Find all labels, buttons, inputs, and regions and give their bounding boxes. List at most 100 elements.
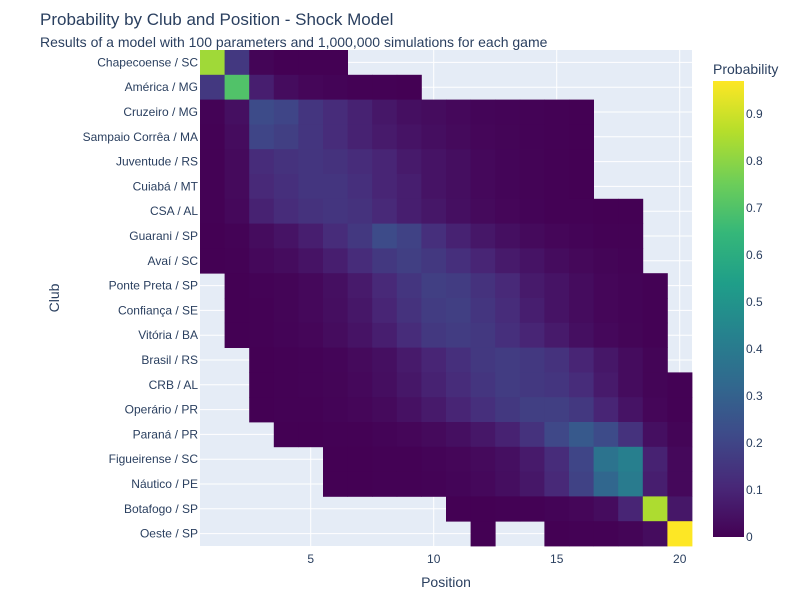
y-tick-label: Juventude / RS	[116, 155, 198, 169]
heatmap-cell	[347, 174, 373, 200]
heatmap-cell	[495, 99, 521, 125]
heatmap-cell	[273, 248, 299, 274]
heatmap-cell	[642, 298, 668, 324]
y-tick-label: CSA / AL	[150, 204, 198, 218]
heatmap-cell	[495, 298, 521, 324]
heatmap-cell	[446, 248, 471, 274]
heatmap-cell	[249, 74, 275, 100]
heatmap-cell	[618, 198, 644, 224]
heatmap-cell	[569, 372, 594, 398]
heatmap-cell	[372, 298, 398, 324]
heatmap-cell	[347, 198, 373, 224]
heatmap-cell	[298, 149, 324, 175]
heatmap-cell	[618, 347, 644, 373]
heatmap-cell	[593, 446, 619, 472]
heatmap-cell	[519, 397, 545, 423]
heatmap-cell	[224, 198, 250, 224]
heatmap-cell	[372, 347, 398, 373]
heatmap-cell	[618, 298, 644, 324]
heatmap-cell	[470, 372, 496, 398]
heatmap-cell	[421, 446, 447, 472]
heatmap-cell	[446, 471, 471, 497]
heatmap-cell	[495, 397, 521, 423]
heatmap-cell	[372, 446, 398, 472]
heatmap-cell	[200, 99, 225, 125]
heatmap-cell	[396, 223, 422, 249]
x-axis-ticks: 5 10 15 20	[307, 552, 686, 566]
heatmap-cell	[470, 496, 496, 522]
heatmap-cell	[273, 422, 299, 448]
heatmap-cell	[446, 149, 471, 175]
heatmap-cell	[593, 471, 619, 497]
heatmap-cell	[347, 99, 373, 125]
y-tick-label: Figueirense / SC	[109, 452, 199, 466]
heatmap-cell	[618, 471, 644, 497]
y-tick-label: Oeste / SP	[140, 527, 198, 541]
heatmap-cell	[200, 223, 225, 249]
heatmap-cell	[396, 372, 422, 398]
heatmap-cell	[323, 347, 348, 373]
heatmap-cell	[642, 446, 668, 472]
heatmap-cell	[323, 471, 348, 497]
heatmap-cell	[224, 223, 250, 249]
heatmap-cell	[593, 248, 619, 274]
heatmap-cell	[249, 322, 275, 348]
heatmap-cell	[446, 99, 471, 125]
heatmap-cell	[519, 298, 545, 324]
heatmap-cell	[446, 496, 471, 522]
heatmap-cell	[396, 446, 422, 472]
heatmap-cell	[224, 248, 250, 274]
y-tick-label: Confiança / SE	[118, 303, 198, 317]
heatmap-cells	[200, 50, 693, 547]
heatmap-cell	[667, 521, 693, 547]
heatmap-cell	[470, 223, 496, 249]
heatmap-cell	[667, 496, 693, 522]
heatmap-cell	[323, 248, 348, 274]
heatmap-cell	[544, 347, 570, 373]
heatmap-cell	[372, 198, 398, 224]
heatmap-cell	[396, 322, 422, 348]
heatmap-cell	[298, 198, 324, 224]
heatmap-cell	[593, 496, 619, 522]
heatmap-cell	[421, 372, 447, 398]
heatmap-cell	[642, 397, 668, 423]
colorbar-tick-label: 0.4	[746, 342, 763, 356]
heatmap-cell	[544, 372, 570, 398]
heatmap-cell	[224, 174, 250, 200]
heatmap-cell	[249, 99, 275, 125]
heatmap-cell	[569, 198, 594, 224]
heatmap-cell	[200, 50, 225, 76]
heatmap-cell	[593, 298, 619, 324]
x-tick-label: 5	[307, 552, 314, 566]
heatmap-cell	[421, 397, 447, 423]
heatmap-cell	[569, 298, 594, 324]
heatmap-cell	[667, 372, 693, 398]
heatmap-cell	[298, 74, 324, 100]
colorbar-tick-label: 0.1	[746, 483, 763, 497]
heatmap-cell	[347, 74, 373, 100]
heatmap-cell	[593, 521, 619, 547]
heatmap-cell	[642, 347, 668, 373]
heatmap-cell	[519, 99, 545, 125]
heatmap-cell	[495, 149, 521, 175]
heatmap-cell	[569, 322, 594, 348]
heatmap-cell	[249, 198, 275, 224]
heatmap-cell	[372, 422, 398, 448]
heatmap-cell	[372, 99, 398, 125]
heatmap-cell	[544, 422, 570, 448]
chart-title: Probability by Club and Position - Shock…	[40, 10, 393, 29]
heatmap-cell	[323, 397, 348, 423]
heatmap-cell	[273, 74, 299, 100]
heatmap-cell	[347, 397, 373, 423]
heatmap-cell	[495, 446, 521, 472]
heatmap-cell	[569, 223, 594, 249]
heatmap-cell	[224, 74, 250, 100]
heatmap-cell	[421, 322, 447, 348]
heatmap-cell	[298, 322, 324, 348]
heatmap-cell	[642, 422, 668, 448]
heatmap-cell	[323, 198, 348, 224]
heatmap-cell	[544, 174, 570, 200]
heatmap-cell	[396, 422, 422, 448]
heatmap-cell	[347, 471, 373, 497]
heatmap-cell	[298, 273, 324, 299]
